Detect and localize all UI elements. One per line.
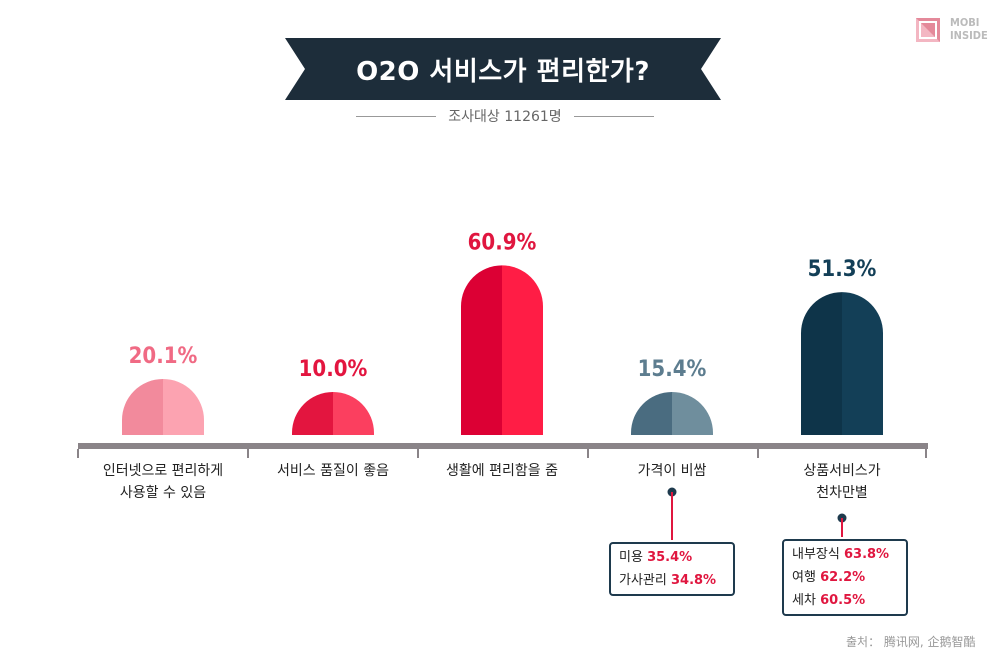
variety-detail-row: 내부장식 63.8% bbox=[792, 543, 898, 566]
logo-text: MOBI INSIDE bbox=[950, 16, 988, 42]
price-detail-value: 34.8% bbox=[670, 573, 717, 588]
logo-line-2: INSIDE bbox=[950, 29, 988, 42]
subtitle: 조사대상 11261명 bbox=[350, 106, 660, 126]
category-label-line: 가격이 비쌈 bbox=[637, 463, 707, 479]
bar-left-half bbox=[461, 265, 502, 435]
bar bbox=[631, 392, 713, 435]
subtitle-line-right bbox=[573, 115, 654, 117]
variety-detail-row: 여행 62.2% bbox=[792, 566, 898, 589]
value-label: 51.3% bbox=[808, 257, 877, 282]
bar bbox=[801, 292, 883, 435]
price-detail-label: 미용 bbox=[619, 550, 643, 565]
variety-detail-box: 내부장식 63.8% 여행 62.2% 세차 60.5% bbox=[782, 539, 908, 616]
bar bbox=[122, 379, 204, 435]
price-detail-row: 가사관리 34.8% bbox=[619, 569, 725, 592]
bar-left-half bbox=[122, 379, 163, 435]
category-label-line: 서비스 품질이 좋음 bbox=[277, 463, 389, 479]
variety-detail-label: 세차 bbox=[792, 593, 816, 608]
bar-right-half bbox=[333, 392, 374, 435]
category-label-line: 생활에 편리함을 줌 bbox=[446, 463, 558, 479]
category-label-line: 인터넷으로 편리하게 bbox=[102, 463, 224, 479]
x-axis bbox=[78, 443, 928, 449]
bar-left-half bbox=[292, 392, 333, 435]
page-title: O2O 서비스가 편리한가? bbox=[356, 56, 650, 87]
category-label-line: 천차만별 bbox=[816, 485, 868, 501]
mobi-inside-logo-icon bbox=[916, 18, 940, 42]
price-detail-row: 미용 35.4% bbox=[619, 546, 725, 569]
price-detail-value: 35.4% bbox=[647, 550, 693, 565]
subtitle-line-left bbox=[356, 115, 437, 117]
bar-right-half bbox=[502, 265, 543, 435]
title-banner bbox=[285, 38, 721, 100]
price-detail-box: 미용 35.4% 가사관리 34.8% bbox=[609, 542, 735, 596]
bar-right-half bbox=[842, 292, 883, 435]
category-label: 가격이 비쌈 bbox=[587, 460, 757, 482]
bar-left-half bbox=[631, 392, 672, 435]
variety-detail-label: 여행 bbox=[792, 570, 816, 585]
value-label: 20.1% bbox=[129, 344, 198, 369]
category-label-line: 사용할 수 있음 bbox=[119, 485, 207, 501]
bar-right-half bbox=[163, 379, 204, 435]
category-label: 서비스 품질이 좋음 bbox=[248, 460, 418, 482]
bar bbox=[461, 265, 543, 435]
price-detail-label: 가사관리 bbox=[619, 573, 667, 588]
bar-right-half bbox=[672, 392, 713, 435]
subtitle-text: 조사대상 11261명 bbox=[448, 109, 562, 125]
logo-line-1: MOBI bbox=[950, 16, 980, 29]
category-label-line: 상품서비스가 bbox=[803, 463, 881, 479]
variety-detail-value: 62.2% bbox=[820, 570, 866, 585]
category-label: 생활에 편리함을 줌 bbox=[417, 460, 587, 482]
variety-detail-value: 63.8% bbox=[843, 547, 890, 562]
variety-detail-value: 60.5% bbox=[820, 593, 866, 608]
bar bbox=[292, 392, 374, 435]
source-note: 출처： 腾讯网, 企鹅智酷 bbox=[846, 635, 976, 649]
value-label: 60.9% bbox=[468, 230, 537, 255]
bar-left-half bbox=[801, 292, 842, 435]
variety-detail-label: 내부장식 bbox=[792, 547, 840, 562]
value-label: 10.0% bbox=[299, 357, 368, 382]
variety-detail-row: 세차 60.5% bbox=[792, 589, 898, 612]
value-label: 15.4% bbox=[638, 357, 707, 382]
